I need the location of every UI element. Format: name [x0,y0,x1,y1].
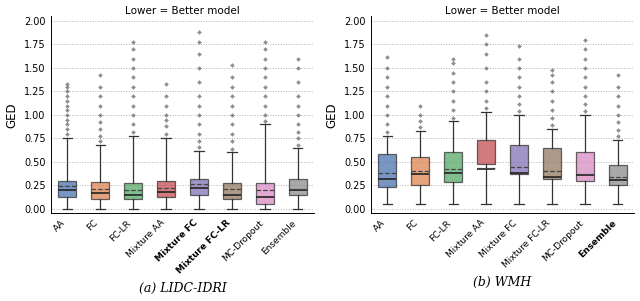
PathPatch shape [411,157,429,185]
PathPatch shape [510,145,528,174]
PathPatch shape [444,152,462,182]
PathPatch shape [223,183,241,199]
PathPatch shape [289,179,307,195]
Title: Lower = Better model: Lower = Better model [445,5,560,16]
PathPatch shape [124,183,142,199]
PathPatch shape [157,181,175,197]
X-axis label: (a) LIDC-IDRI: (a) LIDC-IDRI [139,282,227,296]
PathPatch shape [91,182,109,199]
PathPatch shape [576,152,594,181]
PathPatch shape [543,148,561,179]
PathPatch shape [378,154,396,187]
Title: Lower = Better model: Lower = Better model [125,5,240,16]
PathPatch shape [609,165,627,185]
Y-axis label: GED: GED [326,102,339,128]
PathPatch shape [477,140,495,164]
Y-axis label: GED: GED [6,102,19,128]
PathPatch shape [58,181,76,197]
PathPatch shape [190,179,208,195]
PathPatch shape [256,183,274,204]
X-axis label: (b) WMH: (b) WMH [474,276,532,289]
